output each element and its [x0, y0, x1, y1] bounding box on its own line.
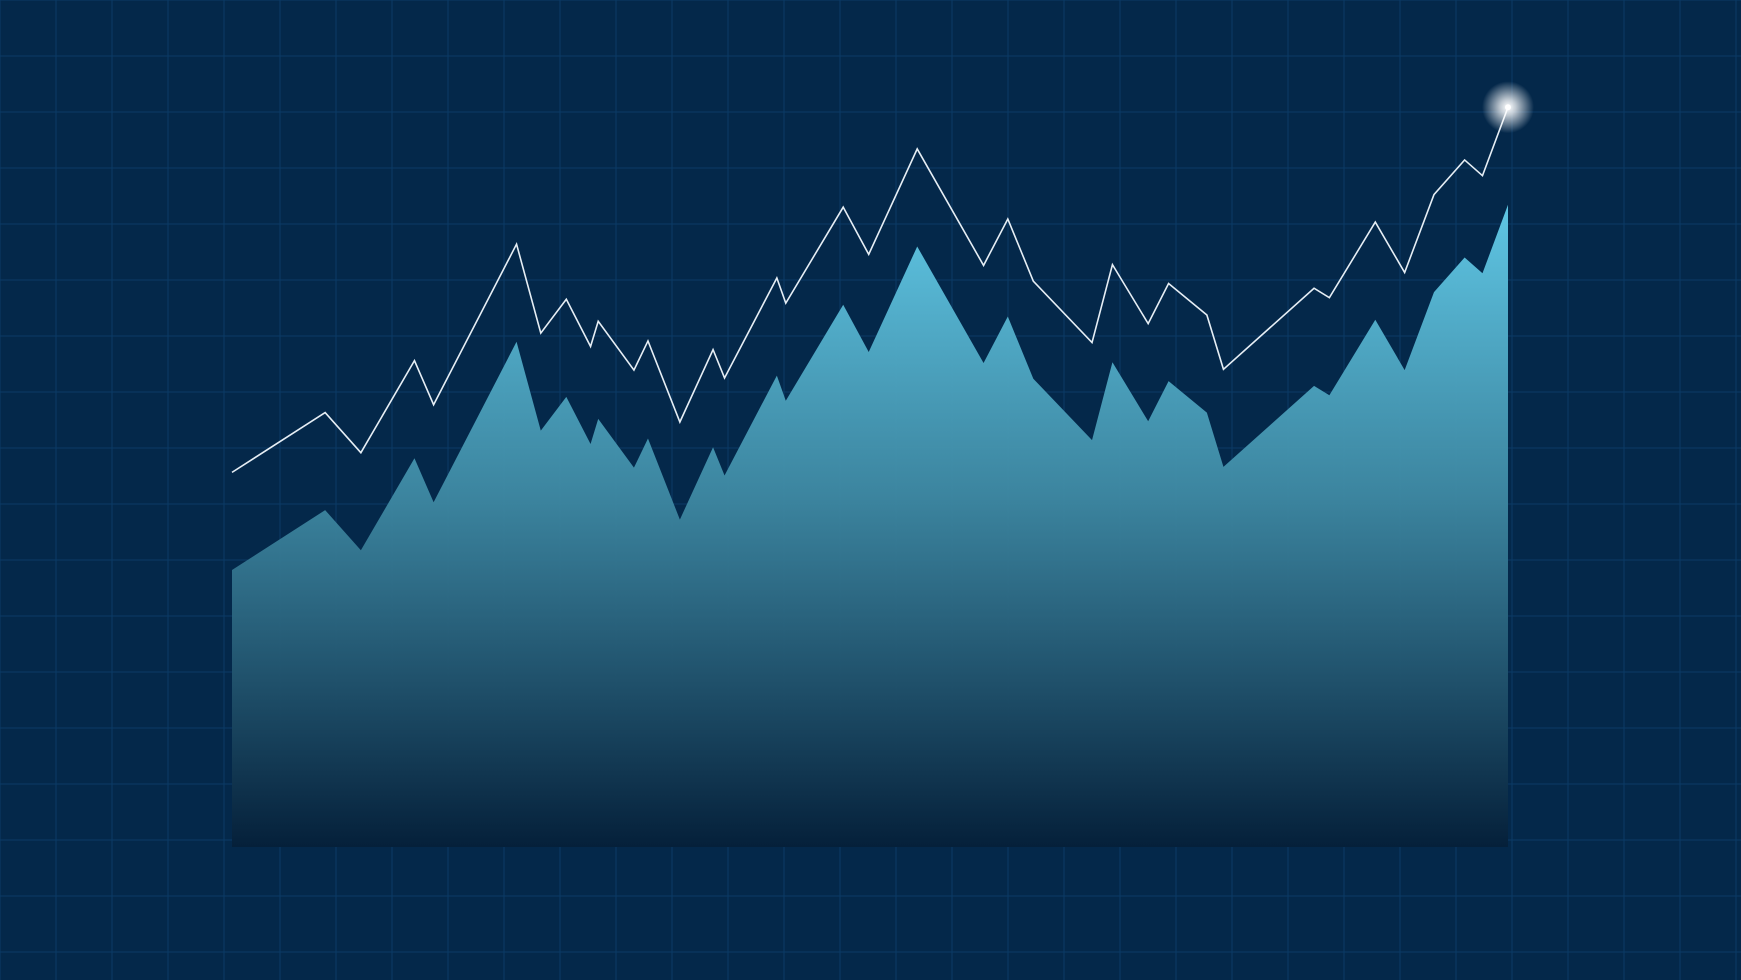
endpoint-glow [1482, 81, 1534, 134]
line-series [231, 106, 1509, 474]
line-series-path [231, 106, 1509, 474]
area-series-fill [232, 204, 1508, 848]
endpoint-point [1505, 104, 1511, 111]
area-series [232, 204, 1508, 848]
